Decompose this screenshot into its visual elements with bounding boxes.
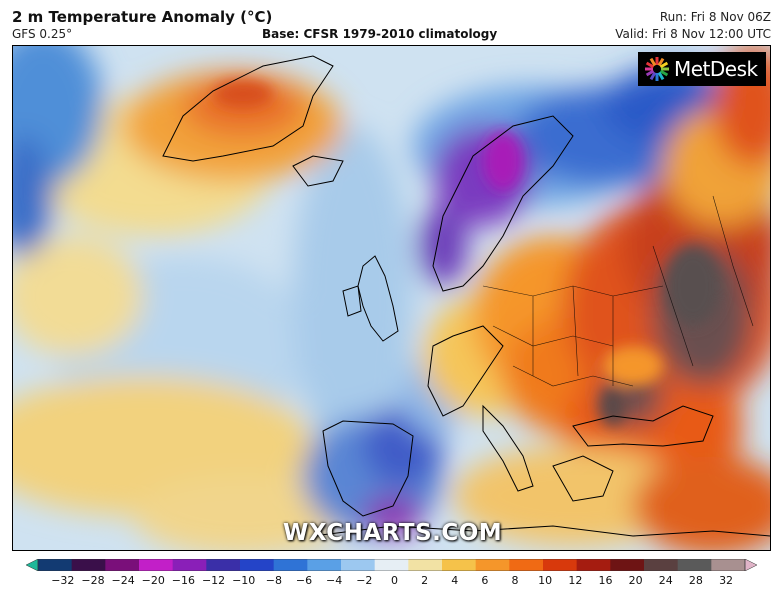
- colorbar-tick-label: −8: [265, 574, 282, 587]
- model-label: GFS 0.25°: [12, 27, 73, 41]
- colorbar-segment: [644, 559, 679, 571]
- north-africa-coast: [312, 525, 770, 537]
- colorbar-segment: [240, 559, 275, 571]
- metdesk-sunburst-logo-icon: [645, 57, 669, 81]
- colorbar-tick-label: 24: [658, 574, 673, 587]
- colorbar-segment: [509, 559, 544, 571]
- colorbar-tick-label: −6: [295, 574, 313, 587]
- country-borders: [482, 195, 754, 387]
- valid-time-label: Valid: Fri 8 Nov 12:00 UTC: [615, 27, 771, 41]
- watermark: WXCHARTS.COM: [283, 520, 503, 546]
- colorbar-tick-label: 20: [628, 574, 643, 587]
- colorbar-segment: [341, 559, 376, 571]
- italy-coast: [482, 404, 534, 492]
- anomaly-detail: [213, 80, 721, 426]
- run-time-label: Run: Fri 8 Nov 06Z: [659, 10, 771, 24]
- colorbar-segment: [105, 559, 140, 571]
- colorbar-segment: [610, 559, 645, 571]
- colorbar-segment: [206, 559, 241, 571]
- colorbar-tick-label: −2: [356, 574, 373, 587]
- colorbar: [26, 559, 757, 571]
- colorbar-segment: [475, 559, 510, 571]
- iberia-coast: [322, 420, 414, 517]
- colorbar-segment: [543, 559, 578, 571]
- colorbar-tick-label: −4: [326, 574, 343, 587]
- colorbar-tick-label: 28: [688, 574, 703, 587]
- colorbar-tick-label: 6: [481, 574, 489, 587]
- ireland-coast: [342, 285, 362, 317]
- colorbar-tick-label: 16: [598, 574, 613, 587]
- colorbar-segment: [408, 559, 443, 571]
- map-canvas: [13, 46, 770, 550]
- colorbar-max-arrow: [744, 559, 757, 571]
- colorbar-outline: [37, 559, 746, 571]
- colorbar-segment: [711, 559, 746, 571]
- colorbar-tick-label: −16: [171, 574, 196, 587]
- colorbar-tick-label: 0: [390, 574, 398, 587]
- colorbar-tick-label: 32: [719, 574, 734, 587]
- balkans-coast: [552, 455, 614, 502]
- colorbar-segment: [273, 559, 308, 571]
- france-coast: [427, 325, 504, 417]
- colorbar-segment: [71, 559, 106, 571]
- colorbar-tick-label: 12: [568, 574, 583, 587]
- scandinavia-coast: [432, 115, 574, 292]
- colorbar-tick-label: −32: [51, 574, 75, 587]
- coastlines: [162, 55, 770, 537]
- colorbar-segment: [38, 559, 73, 571]
- colorbar-segment: [442, 559, 477, 571]
- chart-header: 2 m Temperature Anomaly (°C) GFS 0.25° B…: [0, 0, 783, 44]
- colorbar-segment: [677, 559, 712, 571]
- colorbar-tick-label: −24: [111, 574, 135, 587]
- great-britain-coast: [357, 255, 399, 342]
- colorbar-tick-label: −28: [81, 574, 105, 587]
- colorbar-tick-label: −12: [201, 574, 226, 587]
- colorbar-segment: [374, 559, 409, 571]
- colorbar-tick-label: 4: [451, 574, 459, 587]
- colorbar-segment: [139, 559, 174, 571]
- colorbar-tick-label: −10: [232, 574, 256, 587]
- iceland-coast: [292, 155, 344, 187]
- chart-title: 2 m Temperature Anomaly (°C): [12, 8, 273, 26]
- colorbar-tick-label: 8: [511, 574, 519, 587]
- metdesk-logo-text: MetDesk: [674, 57, 758, 81]
- colorbar-ticks: −32 −28 −24 −20 −16 −12 −10 −8 −6 −4 −2 0 2 4 6 8 10 12 16…: [0, 574, 783, 590]
- colorbar-segment: [172, 559, 207, 571]
- colorbar-min-arrow: [26, 559, 39, 571]
- colorbar-tick-label: 2: [421, 574, 429, 587]
- metdesk-logo: MetDesk: [638, 52, 766, 86]
- colorbar-segment: [576, 559, 611, 571]
- climatology-base-label: Base: CFSR 1979-2010 climatology: [262, 27, 498, 41]
- colorbar-tick-label: −20: [141, 574, 165, 587]
- colorbar-tick-label: 10: [538, 574, 553, 587]
- colorbar-segment: [307, 559, 342, 571]
- temperature-anomaly-map: MetDesk WXCHARTS.COM: [12, 45, 771, 551]
- black-sea-coast: [572, 405, 714, 447]
- greenland-coast: [162, 55, 334, 162]
